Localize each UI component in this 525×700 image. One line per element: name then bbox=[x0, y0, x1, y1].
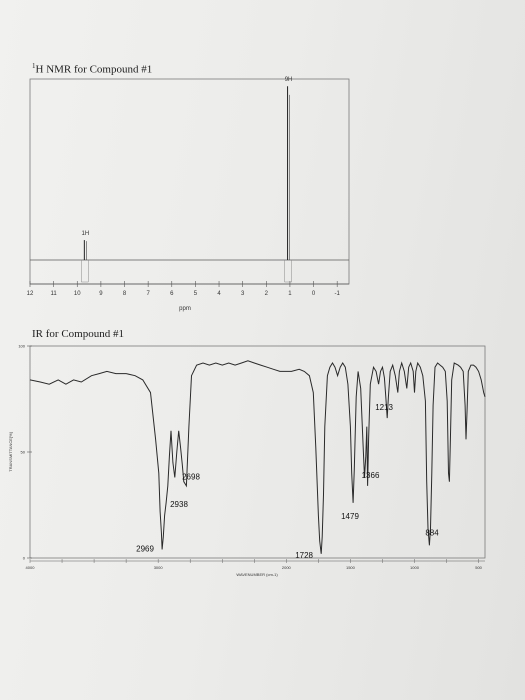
nmr-x-tick-label: 9 bbox=[99, 291, 103, 297]
nmr-x-axis-label: ppm bbox=[179, 306, 191, 312]
ir-y-tick-label: 0 bbox=[23, 556, 26, 561]
nmr-x-tick-label: 11 bbox=[51, 291, 58, 297]
nmr-x-tick-label: 8 bbox=[123, 291, 127, 297]
ir-peak-label: 1213 bbox=[375, 403, 393, 412]
ir-peak-label: 2698 bbox=[182, 472, 200, 481]
ir-x-tick-label: 4000 bbox=[26, 565, 36, 570]
ir-x-tick-label: 500 bbox=[475, 565, 482, 570]
ir-chart-title: IR for Compound #1 bbox=[32, 328, 124, 340]
nmr-integration-bracket bbox=[284, 260, 292, 283]
ir-x-tick-label: 2000 bbox=[282, 565, 292, 570]
ir-y-tick-label: 50 bbox=[21, 450, 26, 455]
ir-x-axis-label: WAVENUMBER (cm-1) bbox=[236, 572, 278, 577]
ir-peak-label: 884 bbox=[425, 528, 439, 537]
ir-peak-label: 1366 bbox=[362, 471, 380, 480]
ir-spectrum-line bbox=[29, 360, 486, 554]
ir-y-axis-label: TRANSMITTANCE[%] bbox=[8, 432, 13, 471]
nmr-chart-title: 1H NMR for Compound #1 bbox=[32, 62, 153, 76]
ir-peak-label: 2969 bbox=[136, 545, 154, 554]
nmr-x-tick-label: 12 bbox=[27, 291, 34, 297]
nmr-x-tick-label: 4 bbox=[217, 291, 221, 297]
nmr-x-tick-label: 6 bbox=[170, 291, 174, 297]
ir-y-tick-label: 100 bbox=[18, 344, 25, 349]
nmr-x-tick-label: 1 bbox=[288, 291, 292, 297]
ir-peak-label: 1479 bbox=[341, 512, 359, 521]
ir-peak-label: 2938 bbox=[170, 500, 188, 509]
ir-peak-labels: 2969 2938 2698 1728 1479 1366 1213 884 bbox=[136, 403, 439, 560]
nmr-x-tick-label: -1 bbox=[335, 291, 341, 297]
nmr-x-tick-label: 3 bbox=[241, 291, 245, 297]
ir-peak-label: 1728 bbox=[295, 551, 313, 560]
nmr-ticks: 12 11 10 9 8 7 6 5 4 3 2 1 0 -1 bbox=[27, 281, 349, 297]
nmr-peaks: 1H 9H bbox=[81, 77, 293, 283]
ir-x-tick-label: 3000 bbox=[154, 565, 164, 570]
nmr-x-tick-label: 5 bbox=[194, 291, 198, 297]
nmr-plot-frame bbox=[29, 78, 350, 285]
ir-x-tick-label: 1500 bbox=[346, 565, 356, 570]
nmr-integration-label: 1H bbox=[82, 231, 90, 237]
nmr-integration-bracket bbox=[81, 260, 89, 283]
nmr-x-tick-label: 7 bbox=[146, 291, 150, 297]
nmr-x-tick-label: 10 bbox=[74, 291, 81, 297]
nmr-x-tick-label: 2 bbox=[265, 291, 269, 297]
ir-plot-frame bbox=[29, 345, 486, 559]
nmr-integration-label: 9H bbox=[285, 77, 293, 83]
ir-x-tick-label: 1000 bbox=[410, 565, 420, 570]
nmr-x-tick-label: 0 bbox=[312, 291, 316, 297]
